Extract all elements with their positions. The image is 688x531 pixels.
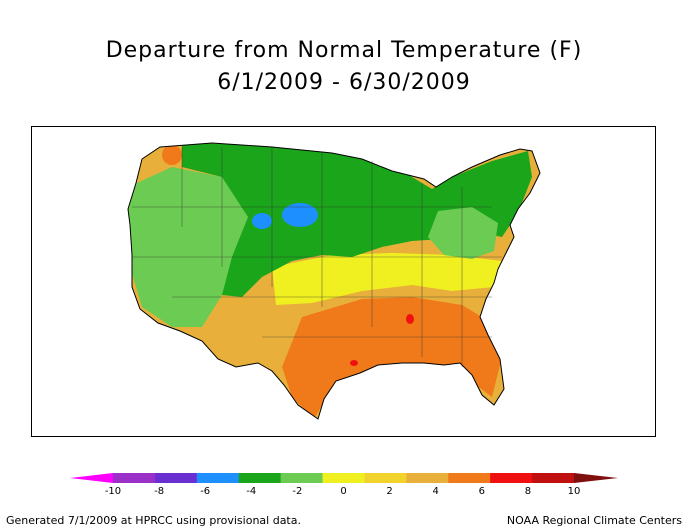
northeast-mild-cool-zone — [428, 207, 498, 259]
northern-plains-cold-spot — [282, 203, 318, 227]
legend-tick-label: 2 — [386, 486, 392, 497]
us-temperature-map — [127, 142, 541, 420]
northwest-warm-spot — [162, 145, 182, 165]
legend-swatch — [280, 473, 324, 483]
legend-tick-label: -10 — [105, 486, 121, 497]
legend-swatch — [238, 473, 282, 483]
texas-hot-spot — [350, 360, 358, 366]
rockies-cold-spot — [252, 213, 272, 229]
south-central-yellow-zone — [272, 253, 502, 305]
legend-swatch — [406, 473, 449, 483]
legend-arrow-right — [574, 473, 618, 483]
legend-swatch — [364, 473, 407, 483]
legend-tick-label: 10 — [568, 486, 581, 497]
map-title: Departure from Normal Temperature (F) — [105, 38, 583, 63]
generated-note: Generated 7/1/2009 at HPRCC using provis… — [6, 514, 301, 527]
legend-swatch — [196, 473, 240, 483]
legend-tick-label: -4 — [246, 486, 256, 497]
legend-swatch — [532, 473, 575, 483]
color-legend: -10 -8 -6 -4 -2 0 2 4 6 8 10 — [70, 473, 618, 497]
legend-tick-label: -2 — [292, 486, 302, 497]
legend-tick-label: -6 — [200, 486, 210, 497]
legend-tick-label: -8 — [154, 486, 164, 497]
legend-swatch — [490, 473, 533, 483]
legend-tick-label: 4 — [433, 486, 439, 497]
legend-tick-label: 6 — [479, 486, 485, 497]
legend-swatch — [154, 473, 198, 483]
legend-swatch — [448, 473, 491, 483]
state-boundaries — [132, 147, 502, 367]
legend-arrow-left — [70, 473, 113, 483]
georgia-hot-spot — [406, 314, 414, 324]
legend-tick-label: 8 — [525, 486, 531, 497]
map-period: 6/1/2009 - 6/30/2009 — [217, 70, 471, 95]
source-credit: NOAA Regional Climate Centers — [506, 514, 682, 527]
map-frame — [31, 126, 656, 437]
legend-swatch — [322, 473, 365, 483]
legend-tick-label: 0 — [340, 486, 346, 497]
southeast-warm-zone — [282, 297, 502, 419]
legend-swatch — [113, 473, 156, 483]
